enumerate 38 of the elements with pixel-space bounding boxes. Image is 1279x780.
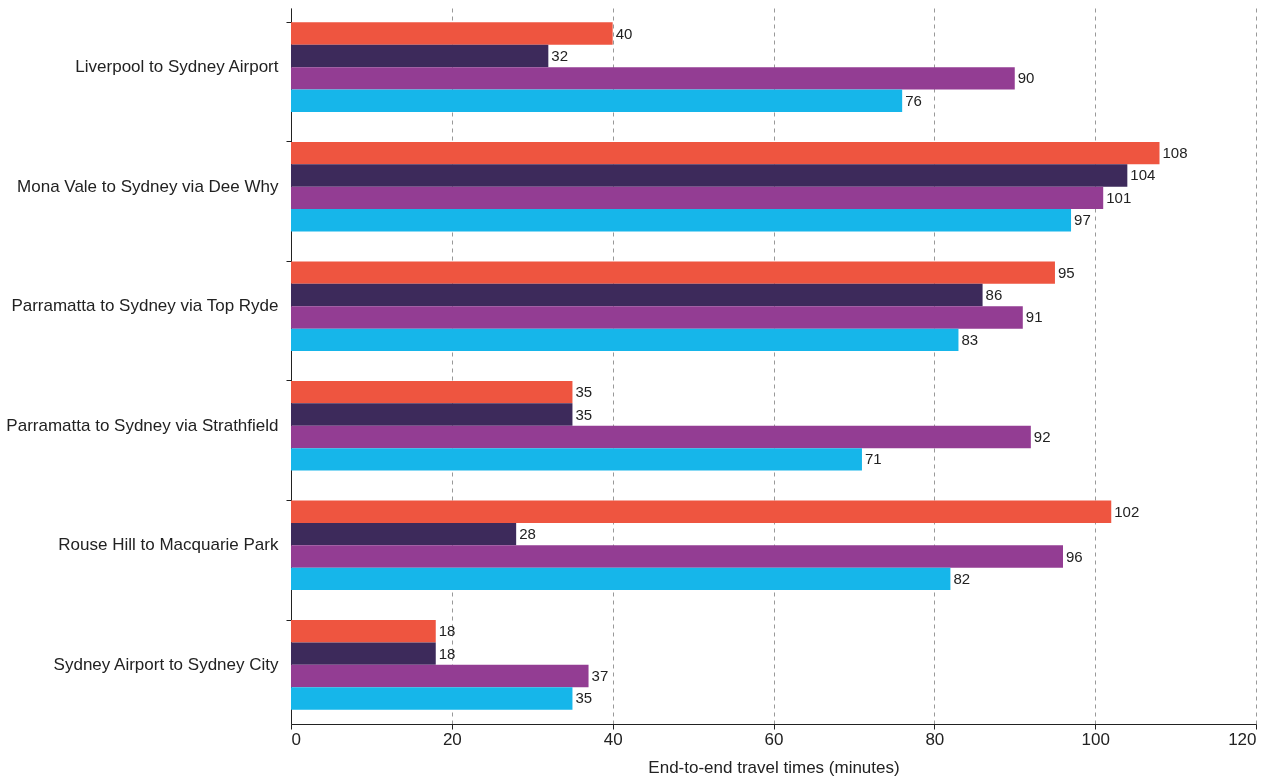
x-tick-label: 100 xyxy=(1081,729,1110,749)
data-label: 97 xyxy=(1074,211,1091,229)
data-label: 83 xyxy=(961,330,979,348)
x-tick-label: 60 xyxy=(764,729,784,749)
data-label: 86 xyxy=(985,286,1003,304)
data-label: 95 xyxy=(1057,263,1075,281)
x-tick-label: 20 xyxy=(442,729,462,749)
data-label: 37 xyxy=(591,667,609,685)
data-label: 35 xyxy=(575,383,593,401)
y-tick-label: Mona Vale to Sydney via Dee Why xyxy=(17,176,279,196)
data-label: 40 xyxy=(615,24,633,42)
x-tick-label: 40 xyxy=(603,729,623,749)
x-axis-title: End-to-end travel times (minutes) xyxy=(648,757,900,777)
y-tick-label: Parramatta to Sydney via Top Ryde xyxy=(11,296,279,316)
x-tick-label: 0 xyxy=(291,729,301,749)
data-label: 76 xyxy=(905,91,922,109)
data-label: 18 xyxy=(438,622,456,640)
data-label: 35 xyxy=(575,405,593,423)
y-tick-label: Rouse Hill to Macquarie Park xyxy=(58,535,279,555)
data-label: 32 xyxy=(551,46,569,64)
data-label: 35 xyxy=(575,689,593,707)
data-label: 71 xyxy=(864,450,882,468)
x-tick-label: 120 xyxy=(1228,729,1257,749)
data-label: 96 xyxy=(1066,547,1083,565)
data-label: 101 xyxy=(1106,188,1132,206)
data-label: 28 xyxy=(519,525,536,543)
y-tick-label: Liverpool to Sydney Airport xyxy=(75,57,279,77)
data-label: 102 xyxy=(1114,502,1140,520)
y-tick-label: Sydney Airport to Sydney City xyxy=(53,654,279,674)
x-tick-label: 80 xyxy=(925,729,945,749)
data-label: 82 xyxy=(953,569,971,587)
data-label: 104 xyxy=(1130,166,1156,184)
data-label: 92 xyxy=(1033,427,1051,445)
data-label: 108 xyxy=(1162,144,1188,162)
data-label: 91 xyxy=(1025,308,1043,326)
data-label: 90 xyxy=(1017,69,1035,87)
y-tick-label: Parramatta to Sydney via Strathfield xyxy=(6,415,279,435)
data-label: 18 xyxy=(438,644,456,662)
